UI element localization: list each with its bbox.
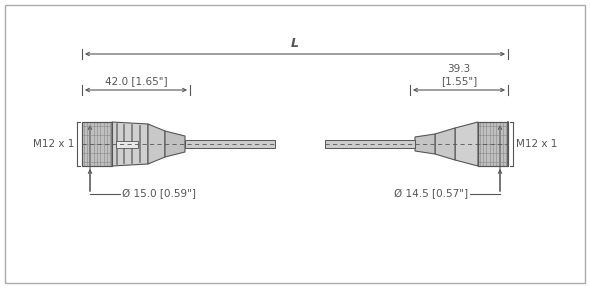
Polygon shape: [435, 128, 455, 160]
Text: Ø 15.0 [0.59"]: Ø 15.0 [0.59"]: [122, 189, 196, 199]
Polygon shape: [455, 122, 478, 166]
Bar: [325, 140, 415, 148]
Bar: [478, 122, 508, 166]
Bar: [82, 122, 112, 166]
Text: L: L: [291, 37, 299, 50]
Text: Ø 14.5 [0.57"]: Ø 14.5 [0.57"]: [394, 189, 468, 199]
Bar: [82, 122, 112, 166]
Polygon shape: [165, 131, 185, 157]
Polygon shape: [415, 134, 435, 154]
Text: 39.3
[1.55"]: 39.3 [1.55"]: [441, 65, 477, 86]
Polygon shape: [148, 124, 165, 164]
Text: M12 x 1: M12 x 1: [32, 139, 74, 149]
Text: 42.0 [1.65"]: 42.0 [1.65"]: [104, 76, 168, 86]
Bar: [478, 122, 508, 166]
Bar: [185, 140, 275, 148]
Bar: [116, 141, 138, 147]
Polygon shape: [112, 122, 148, 166]
Text: M12 x 1: M12 x 1: [516, 139, 558, 149]
